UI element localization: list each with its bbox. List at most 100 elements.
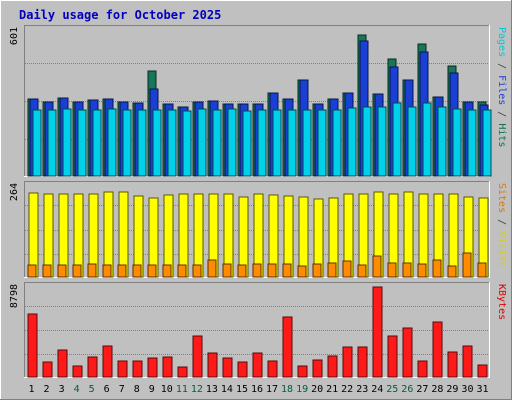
bar-pages-14 [227,108,237,177]
bar-sites-10 [162,264,172,278]
bar-sites-6 [102,264,112,278]
x-tick-label-17: 17 [266,384,278,395]
x-tick-label-8: 8 [134,384,140,395]
bar-kbytes-22 [342,346,353,378]
bar-kbytes-16 [252,352,263,378]
bar-kbytes-31 [477,364,488,378]
x-tick-label-21: 21 [326,384,338,395]
bar-pages-15 [242,110,252,177]
x-tick-label-16: 16 [251,384,263,395]
bar-kbytes-17 [267,360,278,378]
bar-pages-1 [32,109,42,177]
x-tick-label-1: 1 [29,384,35,395]
bar-sites-8 [132,264,142,278]
bar-pages-26 [407,106,417,177]
bar-sites-14 [222,263,232,278]
legend-part-1-1: / [496,213,507,231]
bar-kbytes-23 [357,346,368,378]
bar-sites-9 [147,264,157,278]
bar-pages-9 [152,109,162,177]
x-tick-label-23: 23 [356,384,368,395]
bar-kbytes-27 [417,360,428,378]
x-tick-label-10: 10 [161,384,173,395]
bar-sites-22 [342,260,352,278]
bar-kbytes-1 [27,313,38,378]
x-tick-label-3: 3 [59,384,65,395]
bar-pages-23 [362,106,372,177]
bar-sites-25 [387,262,397,278]
x-tick-label-20: 20 [311,384,323,395]
bar-pages-22 [347,107,357,177]
bar-sites-7 [117,264,127,278]
bar-sites-20 [312,263,322,278]
x-tick-label-15: 15 [236,384,248,395]
panel-1-legend: Sites / Visits [496,183,507,267]
bar-sites-29 [447,265,457,278]
bar-pages-5 [92,109,102,177]
bar-kbytes-9 [147,357,158,378]
bar-pages-29 [452,108,462,177]
bar-visits-7 [118,191,129,278]
bar-sites-12 [192,264,202,278]
bar-visits-19 [298,196,309,278]
bar-pages-4 [77,109,87,177]
bar-pages-7 [122,109,132,177]
bar-kbytes-14 [222,357,233,378]
x-tick-label-2: 2 [44,384,50,395]
legend-part-2-0: KBytes [496,284,507,320]
bar-pages-2 [47,109,57,177]
x-tick-label-27: 27 [416,384,428,395]
bar-kbytes-28 [432,321,443,378]
bar-kbytes-7 [117,360,128,378]
bar-kbytes-13 [207,352,218,378]
bar-pages-16 [257,109,267,177]
bar-pages-10 [167,109,177,177]
bar-sites-13 [207,259,217,278]
bar-sites-21 [327,262,337,278]
bar-sites-26 [402,262,412,278]
bar-kbytes-20 [312,359,323,378]
bar-sites-2 [42,264,52,278]
bar-sites-19 [297,265,307,278]
bar-kbytes-2 [42,361,53,378]
bar-pages-20 [317,109,327,177]
bar-sites-5 [87,263,97,278]
bar-sites-4 [72,264,82,278]
bar-kbytes-8 [132,360,143,378]
bar-sites-17 [267,263,277,278]
x-tick-label-30: 30 [461,384,473,395]
chart-title: Daily usage for October 2025 [19,8,221,22]
x-tick-label-6: 6 [104,384,110,395]
bar-pages-18 [287,109,297,177]
legend-part-0-1: / [496,57,507,75]
legend-part-0-3: / [496,105,507,123]
bar-kbytes-12 [192,335,203,378]
bar-pages-30 [467,109,477,177]
bar-kbytes-19 [297,365,308,378]
legend-part-0-4: Hits [496,123,507,147]
x-tick-label-4: 4 [74,384,80,395]
bar-kbytes-24 [372,286,383,378]
x-tick-label-14: 14 [221,384,233,395]
x-tick-label-11: 11 [176,384,188,395]
bar-sites-15 [237,264,247,278]
legend-part-1-0: Sites [496,183,507,213]
bar-visits-29 [448,193,459,278]
bar-kbytes-4 [72,365,83,378]
bar-pages-11 [182,110,192,177]
x-tick-label-31: 31 [476,384,488,395]
bar-pages-25 [392,102,402,177]
bar-sites-1 [27,264,37,278]
panel-0-legend: Pages / Files / Hits [496,27,507,147]
x-tick-label-26: 26 [401,384,413,395]
bar-kbytes-11 [177,366,188,378]
panel-2-ymax-label: 8798 [9,284,20,308]
bar-kbytes-10 [162,356,173,378]
bar-pages-19 [302,109,312,177]
x-tick-label-19: 19 [296,384,308,395]
bar-pages-17 [272,109,282,177]
bar-pages-31 [482,109,492,177]
bar-pages-3 [62,108,72,177]
